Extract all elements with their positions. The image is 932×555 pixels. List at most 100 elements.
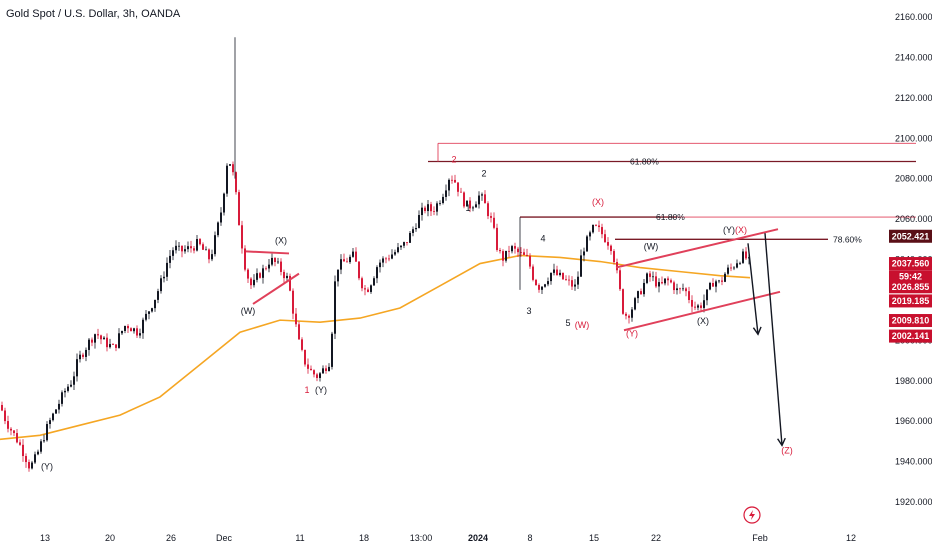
candle-body: [589, 232, 591, 237]
candle-body: [349, 256, 351, 263]
price-tag-value: 2019.185: [892, 296, 930, 306]
wave-label: (W): [575, 320, 590, 330]
price-tag: 2009.810: [889, 314, 932, 328]
candle-body: [517, 248, 519, 253]
candle-body: [643, 282, 645, 295]
fib-label: 78.60%: [833, 234, 862, 244]
x-tick-label: 11: [295, 533, 304, 543]
candle-body: [337, 269, 339, 282]
candle-body: [442, 196, 444, 204]
candle-body: [313, 370, 315, 375]
x-tick-label: 13:00: [410, 533, 433, 543]
candle-body: [205, 249, 207, 251]
candle-body: [274, 257, 276, 263]
candle-body: [286, 275, 288, 279]
candle-body: [406, 242, 408, 243]
candle-body: [409, 232, 411, 243]
candle-body: [472, 207, 474, 209]
candle-body: [742, 251, 744, 263]
candle-body: [445, 190, 447, 197]
candle-body: [421, 207, 423, 216]
candle-body: [721, 280, 723, 282]
x-axis[interactable]: 13 20 26 Dec 11 18 13:00 2024 8 15 22 Feb 12: [40, 533, 856, 543]
candle-body: [226, 165, 228, 194]
candle-body: [427, 204, 429, 212]
x-tick-label: 22: [651, 533, 661, 543]
price-tag-value: 2037.560: [892, 259, 930, 269]
candle-body: [670, 280, 672, 283]
candle-body: [64, 390, 66, 393]
candle-body: [475, 204, 477, 208]
candle-body: [265, 268, 267, 270]
candle-body: [592, 224, 594, 233]
candle-body: [685, 288, 687, 292]
price-tag: 2019.185: [889, 294, 932, 308]
fib-label: 61.80%: [630, 156, 659, 166]
candle-body: [352, 251, 354, 257]
candle-body: [373, 278, 375, 286]
candle-body: [430, 204, 432, 212]
candle-body: [211, 254, 213, 260]
candle-body: [739, 262, 741, 264]
candle-body: [532, 266, 534, 280]
candle-body: [61, 392, 63, 404]
candle-body: [46, 424, 48, 441]
candle-body: [586, 236, 588, 252]
candle-body: [640, 291, 642, 295]
candle-body: [688, 291, 690, 300]
candle-body: [199, 239, 201, 245]
candle-body: [271, 257, 273, 265]
candle-body: [415, 228, 417, 230]
price-tag: 2037.560: [889, 257, 932, 271]
candle-body: [655, 276, 657, 287]
y-tick-label: 2060.000: [895, 214, 932, 224]
candle-body: [556, 269, 558, 275]
candle-body: [178, 245, 180, 247]
candle-body: [394, 252, 396, 255]
wave-label: 1: [304, 385, 309, 395]
candle-body: [700, 305, 702, 308]
candle-body: [538, 285, 540, 290]
candle-body: [628, 315, 630, 318]
candle-body: [595, 224, 597, 226]
projection-arrow: [764, 233, 783, 446]
candle-body: [172, 250, 174, 256]
candle-body: [148, 311, 150, 314]
x-tick-label: 13: [40, 533, 50, 543]
candle-body: [520, 252, 522, 253]
candle-body: [457, 182, 459, 192]
candle-body: [136, 328, 138, 336]
candle-body: [712, 282, 714, 287]
candle-body: [559, 272, 561, 275]
candle-body: [550, 272, 552, 282]
candle-body: [181, 245, 183, 252]
candle-body: [115, 344, 117, 348]
candle-body: [541, 286, 543, 290]
lightning-icon[interactable]: [743, 506, 761, 524]
candle-body: [235, 172, 237, 193]
candle-body: [331, 333, 333, 367]
candle-body: [580, 255, 582, 277]
wave-label: 4: [540, 233, 545, 243]
candle-body: [397, 247, 399, 253]
price-tag-bg: [889, 294, 932, 308]
candle-body: [4, 410, 6, 422]
candle-body: [631, 309, 633, 318]
candle-body: [19, 442, 21, 445]
candle-body: [358, 261, 360, 279]
candle-body: [646, 273, 648, 283]
candle-body: [481, 194, 483, 196]
candle-body: [250, 278, 252, 286]
candle-body: [316, 374, 318, 378]
projection-arrow: [747, 243, 759, 335]
candle-body: [499, 249, 501, 252]
candle-body: [325, 368, 327, 371]
candle-body: [664, 278, 666, 284]
candle-body: [280, 261, 282, 272]
candle-body: [157, 291, 159, 300]
y-tick-label: 2140.000: [895, 52, 932, 62]
candle-body: [454, 179, 456, 183]
